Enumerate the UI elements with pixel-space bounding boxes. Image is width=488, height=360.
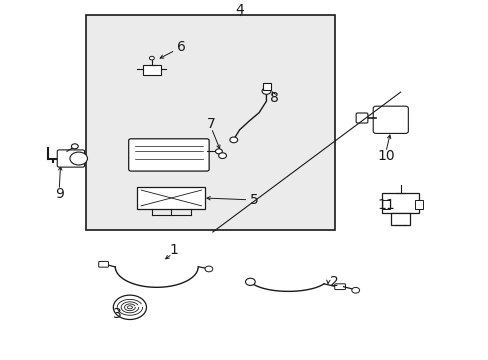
Circle shape xyxy=(204,266,212,272)
Text: 1: 1 xyxy=(169,243,178,257)
Text: 7: 7 xyxy=(206,117,215,131)
Text: 9: 9 xyxy=(55,187,63,201)
Bar xyxy=(143,64,160,75)
Circle shape xyxy=(71,144,78,149)
Circle shape xyxy=(262,88,270,94)
Bar xyxy=(381,200,389,209)
Bar xyxy=(137,187,205,209)
Text: 2: 2 xyxy=(330,275,338,289)
Text: 10: 10 xyxy=(376,149,394,163)
FancyBboxPatch shape xyxy=(99,261,108,267)
Circle shape xyxy=(149,56,154,60)
Circle shape xyxy=(229,137,237,143)
Bar xyxy=(381,193,418,213)
Circle shape xyxy=(70,152,87,165)
Text: 6: 6 xyxy=(176,40,185,54)
Circle shape xyxy=(215,149,222,154)
Text: 4: 4 xyxy=(235,3,244,17)
FancyBboxPatch shape xyxy=(57,150,84,167)
Circle shape xyxy=(218,153,226,158)
FancyBboxPatch shape xyxy=(355,113,367,123)
Text: 5: 5 xyxy=(249,193,258,207)
Text: 3: 3 xyxy=(113,307,122,321)
FancyBboxPatch shape xyxy=(372,106,407,134)
FancyBboxPatch shape xyxy=(334,284,345,289)
Bar xyxy=(262,83,271,90)
Bar xyxy=(390,213,409,225)
Bar xyxy=(86,15,334,230)
Circle shape xyxy=(113,295,146,320)
Bar xyxy=(414,200,422,209)
Circle shape xyxy=(351,287,359,293)
Text: 8: 8 xyxy=(270,91,279,105)
FancyBboxPatch shape xyxy=(128,139,209,171)
Text: 11: 11 xyxy=(376,198,394,212)
Circle shape xyxy=(245,278,255,285)
